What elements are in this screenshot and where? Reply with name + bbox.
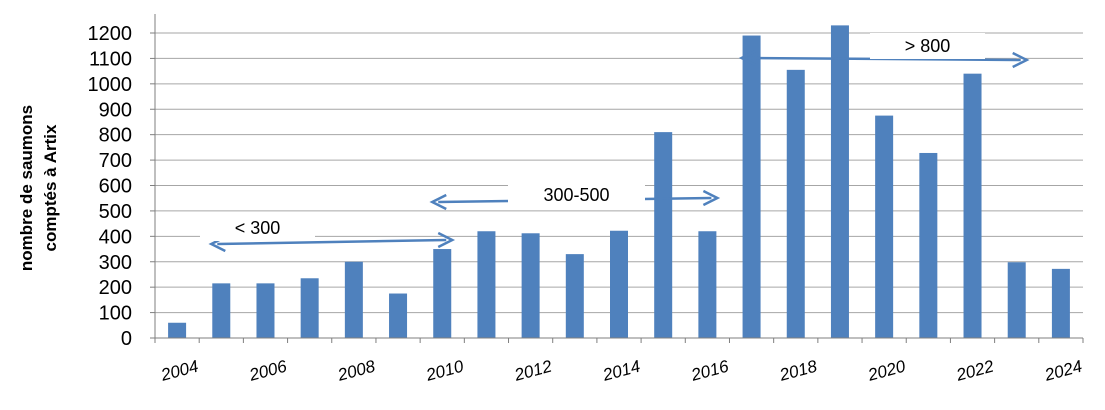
x-tick-label: 2010: [423, 356, 466, 385]
x-tick-label: 2004: [158, 357, 200, 385]
y-tick-label: 400: [99, 226, 132, 248]
x-tick-label: 2022: [953, 356, 996, 385]
axes: [150, 14, 1084, 343]
bar-2012: [521, 233, 540, 338]
bar-2021: [919, 152, 938, 338]
bar-2018: [786, 69, 805, 339]
x-tick-labels: 2004 2006 2008 2010 2012 2014 2016 2018 2020 2022…: [158, 356, 1084, 385]
bar-2007: [300, 278, 319, 338]
y-tick-label: 200: [99, 277, 132, 299]
y-tick-label: 300: [99, 252, 132, 274]
y-tick-label: 600: [99, 176, 132, 198]
x-tick-label: 2020: [865, 356, 908, 385]
y-tick-labels: 0 100 200 300 400 500 600 700 800 900 1000 1100 1200: [88, 23, 133, 350]
bar-2023: [1007, 262, 1026, 338]
y-axis-title-line-1: nombre de saumons: [17, 105, 36, 271]
bar-2009: [389, 293, 408, 338]
y-tick-label: 900: [99, 99, 132, 121]
bar-2005: [212, 283, 231, 338]
arrowhead-left: [429, 193, 447, 211]
y-axis-title-line-2: comptés à Artix: [41, 124, 60, 251]
bar-2024: [1051, 268, 1070, 338]
annotation-label-bg: [508, 182, 645, 208]
x-tick-label: 2016: [688, 356, 731, 385]
bar-2006: [256, 283, 275, 338]
annotation-label-bg: [200, 215, 315, 241]
y-tick-label: 500: [99, 201, 132, 223]
arrowhead-left: [738, 49, 757, 67]
y-tick-label: 1000: [88, 74, 133, 96]
bars: [168, 25, 1070, 339]
x-tick-label: 2012: [512, 356, 555, 385]
annotations: < 300 300-500 > 800: [200, 33, 1030, 253]
annotation-label: > 800: [905, 36, 951, 56]
bar-2010: [433, 249, 452, 338]
annotation-arrow: < 300: [200, 215, 456, 253]
annotation-arrow: 300-500: [429, 182, 721, 211]
bar-2008: [344, 261, 363, 338]
y-tick-label: 1200: [88, 23, 133, 45]
arrowhead-right: [1012, 51, 1030, 69]
y-tick-label: 0: [121, 328, 132, 350]
arrowhead-right: [437, 231, 456, 249]
bar-2013: [565, 254, 584, 338]
y-tick-label: 800: [99, 125, 132, 147]
x-tick-label: 2018: [777, 356, 820, 385]
annotation-label-bg: [870, 33, 985, 59]
x-tick-label: 2008: [335, 356, 378, 385]
y-tick-label: 700: [99, 150, 132, 172]
y-axis-title: nombre de saumons comptés à Artix: [17, 105, 60, 271]
bar-2017: [742, 35, 761, 339]
bar-2014: [610, 230, 628, 338]
bar-2015: [654, 132, 673, 338]
bar-2020: [875, 115, 894, 339]
bar-2022: [963, 73, 982, 339]
y-tick-label: 1100: [89, 48, 132, 70]
annotation-label: 300-500: [543, 185, 609, 205]
bar-2019: [830, 25, 849, 338]
bar-2016: [698, 231, 717, 338]
y-tick-label: 100: [99, 303, 132, 325]
x-tick-label: 2006: [246, 356, 289, 385]
arrowhead-right: [702, 189, 721, 207]
annotation-arrow: > 800: [738, 33, 1030, 69]
bar-2011: [477, 231, 496, 338]
annotation-label: < 300: [235, 218, 281, 238]
bar-2004: [168, 322, 187, 338]
x-tick-label: 2024: [1042, 357, 1084, 385]
x-tick-label: 2014: [600, 357, 642, 385]
arrow-shaft: [217, 238, 447, 246]
